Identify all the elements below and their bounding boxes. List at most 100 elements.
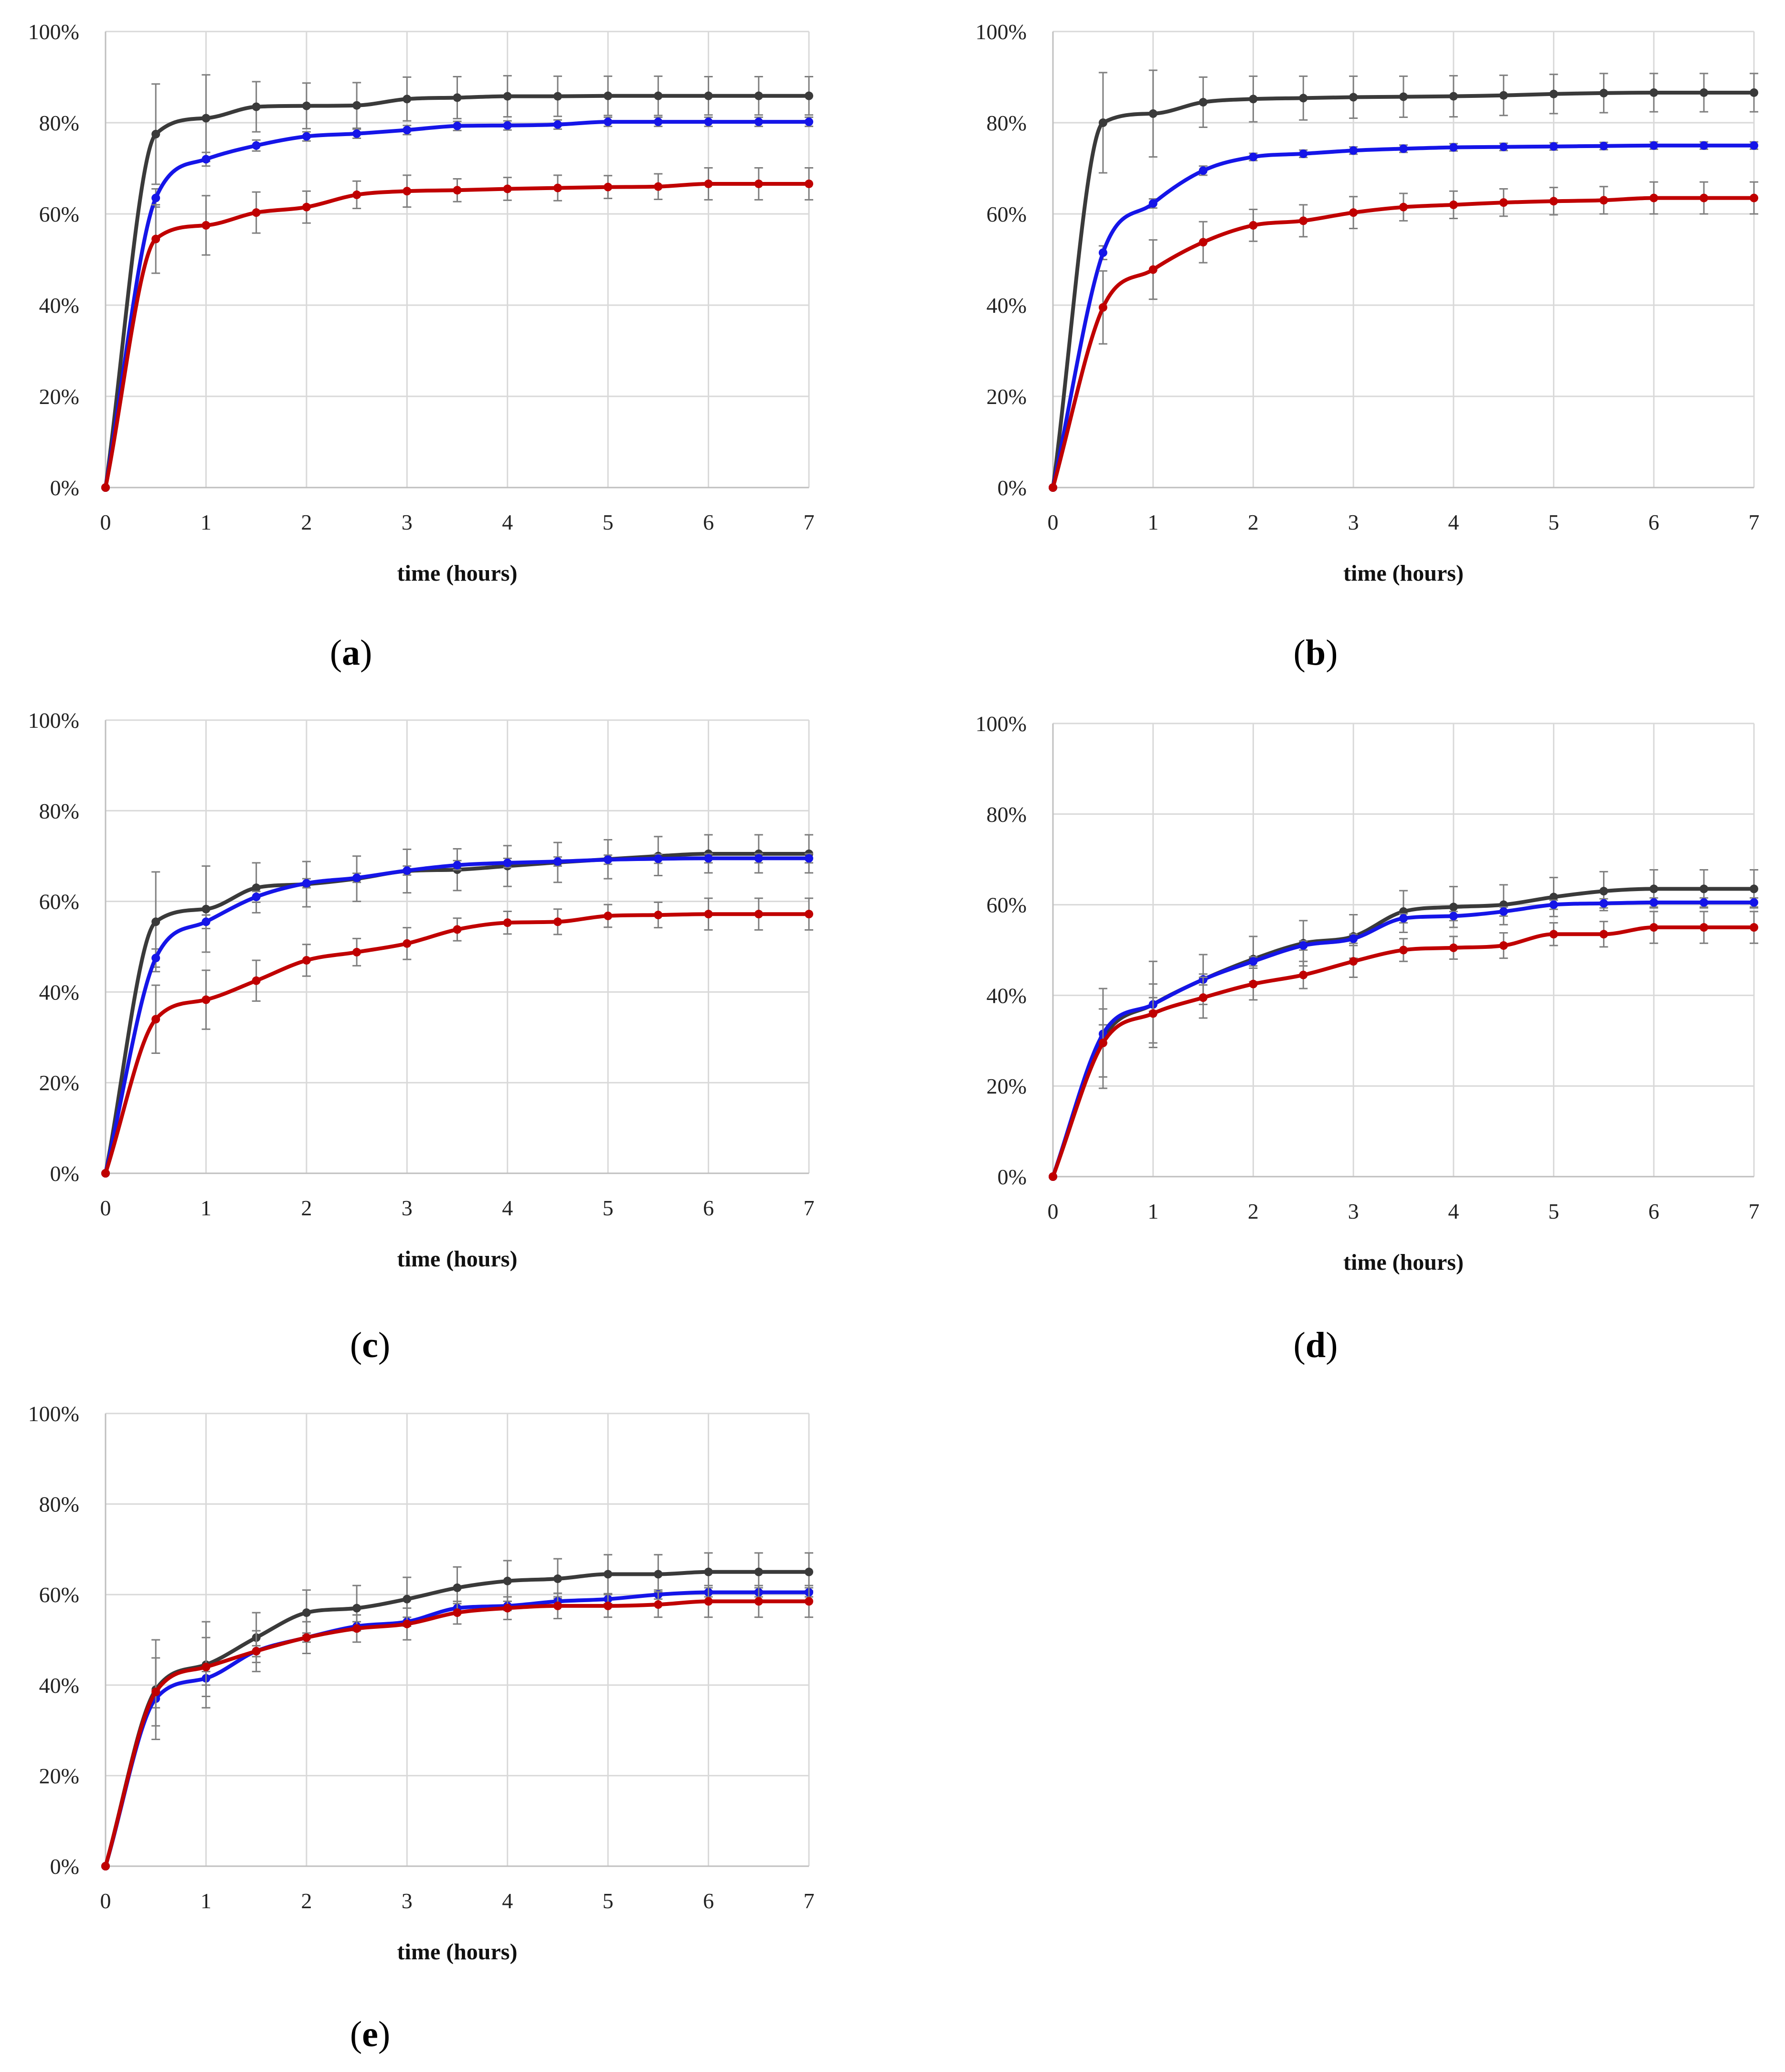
y-tick-label-c-0: 0% (50, 1161, 79, 1186)
x-tick-label-d-1: 1 (1148, 1199, 1158, 1223)
data-point-e-black-13 (754, 1567, 763, 1576)
x-tick-label-a-5: 5 (603, 510, 614, 534)
data-point-c-red-13 (754, 910, 763, 919)
data-point-e-black-11 (654, 1570, 663, 1579)
data-point-b-black-6 (1349, 93, 1358, 102)
chart-panel-b: 0% 20% 40% 60% 80% 100% 0 1 2 3 4 5 6 7 time (hours) (b… (976, 20, 1760, 673)
data-point-c-black-1 (151, 917, 160, 926)
data-point-a-red-14 (805, 179, 813, 188)
data-point-c-blue-2 (202, 917, 211, 926)
data-point-c-red-5 (352, 947, 361, 956)
y-tick-label-a-3: 60% (39, 202, 79, 226)
data-point-d-red-7 (1399, 946, 1408, 955)
y-tick-label-d-0: 0% (998, 1165, 1027, 1189)
error-bars-b-blue (1098, 141, 1758, 260)
data-point-e-red-3 (252, 1647, 261, 1656)
data-point-a-blue-13 (754, 117, 763, 127)
data-point-a-red-13 (754, 179, 763, 188)
data-point-a-red-3 (252, 208, 261, 217)
y-tick-label-c-2: 40% (39, 980, 79, 1004)
x-axis-title-b: time (hours) (1343, 561, 1464, 586)
data-point-a-blue-3 (252, 141, 261, 150)
error-bars-c-red (151, 897, 813, 1054)
y-tick-label-d-4: 80% (987, 802, 1027, 827)
data-point-d-black-8 (1449, 903, 1458, 912)
data-point-b-black-1 (1098, 118, 1107, 127)
data-point-b-red-11 (1599, 196, 1608, 205)
data-point-c-red-0 (101, 1169, 110, 1178)
y-tick-label-d-3: 60% (987, 893, 1027, 917)
data-point-d-red-2 (1148, 1009, 1158, 1018)
data-point-c-black-3 (252, 883, 261, 893)
data-point-d-blue-4 (1249, 957, 1258, 966)
data-point-c-blue-7 (453, 861, 462, 870)
data-point-b-red-14 (1750, 193, 1758, 202)
chart-panel-e: 0% 20% 40% 60% 80% 100% 0 1 2 3 4 5 6 7 time (hours) (e… (28, 1402, 815, 2054)
x-tick-label-d-7: 7 (1749, 1199, 1760, 1223)
gridlines-c (105, 719, 810, 1174)
data-point-a-red-11 (654, 182, 663, 191)
data-point-c-blue-8 (503, 858, 512, 867)
data-point-c-blue-12 (704, 854, 713, 863)
data-point-b-blue-14 (1750, 141, 1758, 150)
y-tick-label-b-2: 40% (987, 293, 1027, 318)
data-point-e-red-10 (604, 1601, 613, 1610)
data-point-c-blue-4 (302, 879, 311, 888)
x-tick-label-a-6: 6 (703, 510, 714, 534)
data-point-b-blue-6 (1349, 146, 1358, 155)
y-tick-label-e-2: 40% (39, 1673, 79, 1698)
panel-label-d: (d) (1294, 1325, 1338, 1365)
series-line-b-black (1051, 90, 1756, 489)
data-point-b-blue-11 (1599, 141, 1608, 150)
x-tick-label-b-2: 2 (1248, 510, 1259, 534)
x-tick-label-b-4: 4 (1448, 510, 1459, 534)
data-point-e-red-7 (453, 1608, 462, 1617)
x-tick-label-c-1: 1 (201, 1196, 212, 1220)
x-axis-title-a: time (hours) (397, 561, 518, 586)
data-point-a-black-13 (754, 91, 763, 100)
data-point-d-black-12 (1649, 884, 1658, 893)
series-line-c-black (104, 851, 811, 1175)
y-tick-label-d-1: 20% (987, 1074, 1027, 1098)
data-point-d-blue-13 (1700, 898, 1709, 907)
data-point-e-black-5 (352, 1604, 361, 1613)
data-point-a-red-7 (453, 186, 462, 195)
data-point-a-blue-9 (553, 120, 562, 129)
data-point-b-red-12 (1649, 193, 1658, 202)
data-point-b-red-0 (1049, 483, 1057, 492)
data-point-a-blue-11 (654, 117, 663, 127)
y-tick-label-b-4: 80% (987, 111, 1027, 135)
data-point-b-blue-4 (1249, 152, 1258, 161)
data-point-a-blue-2 (202, 155, 211, 164)
x-tick-label-c-3: 3 (402, 1196, 413, 1220)
y-tick-label-c-4: 80% (39, 799, 79, 823)
x-tick-label-d-2: 2 (1248, 1199, 1259, 1223)
data-point-b-blue-1 (1098, 248, 1107, 257)
data-point-b-red-3 (1199, 238, 1208, 247)
data-point-a-red-2 (202, 221, 211, 230)
data-point-d-blue-10 (1549, 900, 1558, 909)
data-point-a-red-1 (151, 234, 160, 244)
error-bars-a-black (151, 74, 813, 185)
gridlines-e (105, 1413, 810, 1867)
x-tick-label-e-4: 4 (502, 1889, 513, 1913)
data-point-d-red-12 (1649, 923, 1658, 932)
y-tick-label-a-1: 20% (39, 384, 79, 409)
data-point-e-red-4 (302, 1633, 311, 1642)
data-point-c-blue-14 (805, 854, 813, 863)
chart-panel-a: 0% 20% 40% 60% 80% 100% 0 1 2 3 4 5 6 7 time (hours) (a… (28, 20, 815, 673)
error-bars-c-blue (151, 853, 813, 968)
data-point-b-blue-12 (1649, 141, 1658, 150)
data-point-e-black-7 (453, 1583, 462, 1592)
y-tick-label-c-5: 100% (28, 708, 79, 733)
y-tick-label-c-3: 60% (39, 890, 79, 914)
data-point-b-blue-13 (1700, 141, 1709, 150)
data-point-c-blue-3 (252, 893, 261, 902)
data-point-e-red-5 (352, 1624, 361, 1633)
data-point-d-red-6 (1349, 957, 1358, 966)
series-line-a-black (104, 94, 811, 489)
series-line-a-blue (104, 120, 811, 489)
data-point-d-blue-6 (1349, 934, 1358, 943)
series-b-red (1049, 181, 1758, 492)
data-point-a-black-9 (553, 92, 562, 101)
